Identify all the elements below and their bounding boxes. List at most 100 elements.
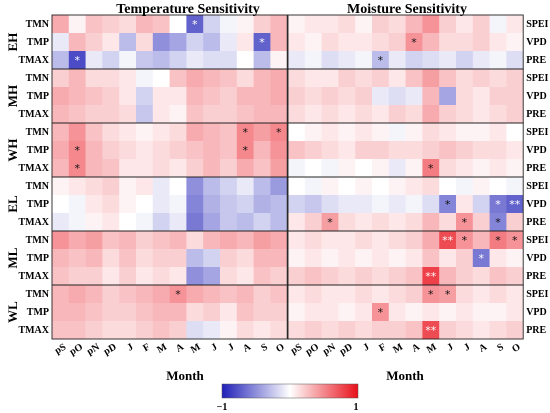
heatmap-cell [85, 303, 103, 322]
heatmap-cell [338, 321, 356, 340]
heatmap-cell [119, 303, 137, 322]
heatmap-cell [220, 87, 238, 106]
heatmap-cell [405, 33, 423, 52]
heatmap-cell [203, 15, 221, 34]
heatmap-cell [372, 15, 390, 34]
heatmap-cell [169, 105, 187, 124]
heatmap-cell [236, 303, 254, 322]
group-label: MH [5, 85, 20, 107]
heatmap-cell [372, 285, 390, 304]
heatmap-cell [186, 141, 204, 160]
significance-mark: * [175, 288, 181, 301]
heatmap-cell [355, 105, 373, 124]
heatmap-cell [169, 123, 187, 142]
heatmap-cell [253, 141, 271, 160]
significance-mark: ** [509, 198, 521, 211]
heatmap-cell [119, 267, 137, 286]
heatmap-cell [52, 51, 70, 70]
heatmap-cell [186, 87, 204, 106]
heatmap-cell [253, 213, 271, 232]
heatmap-cell [236, 231, 254, 250]
heatmap-cell [102, 195, 120, 214]
heatmap-cell [388, 105, 406, 124]
heatmap-cell [372, 123, 390, 142]
heatmap-cell [321, 123, 339, 142]
heatmap-cell [186, 267, 204, 286]
heatmap-cell [136, 213, 154, 232]
heatmap-cell [304, 213, 322, 232]
significance-mark: * [411, 36, 417, 49]
heatmap-cell [52, 249, 70, 268]
heatmap-cell [388, 33, 406, 52]
heatmap-cell [68, 303, 86, 322]
heatmap-cell [472, 159, 490, 178]
heatmap-cell [405, 177, 423, 196]
heatmap-cell [422, 285, 440, 304]
heatmap-cell [506, 33, 524, 52]
heatmap-cell [253, 249, 271, 268]
heatmap-cell [236, 33, 254, 52]
heatmap-cell [388, 123, 406, 142]
heatmap-cell [119, 231, 137, 250]
heatmap-cell [439, 231, 457, 250]
heatmap-cell [405, 285, 423, 304]
row-label: SPEI [526, 73, 548, 84]
heatmap-cell [102, 231, 120, 250]
heatmap-cell [489, 51, 507, 70]
heatmap-cell [85, 123, 103, 142]
heatmap-cell [321, 285, 339, 304]
significance-mark: * [428, 288, 434, 301]
heatmap-cell [136, 15, 154, 34]
heatmap-cell [186, 249, 204, 268]
heatmap-cell [152, 177, 170, 196]
heatmap-cell [472, 249, 490, 268]
significance-mark: * [276, 126, 282, 139]
heatmap-cell [506, 87, 524, 106]
heatmap-cell [68, 87, 86, 106]
heatmap-cell [102, 285, 120, 304]
heatmap-cell [506, 231, 524, 250]
significance-mark: * [445, 198, 451, 211]
heatmap-cell [456, 249, 474, 268]
heatmap-cell [439, 213, 457, 232]
heatmap-cell [304, 15, 322, 34]
heatmap-cell [68, 231, 86, 250]
heatmap-cell [355, 33, 373, 52]
row-label: TMP [27, 37, 49, 48]
heatmap-cell [186, 303, 204, 322]
row-label: TMN [26, 73, 50, 84]
heatmap-cell [372, 87, 390, 106]
heatmap-cell [388, 87, 406, 106]
month-tick-label: M [425, 341, 439, 356]
heatmap-cell [136, 303, 154, 322]
heatmap-cell [236, 105, 254, 124]
heatmap-cell [68, 159, 86, 178]
heatmap-cell [253, 321, 271, 340]
heatmap-cell [169, 51, 187, 70]
heatmap-cell [152, 267, 170, 286]
heatmap-cell [68, 141, 86, 160]
heatmap-cell [169, 159, 187, 178]
heatmap-cell [102, 69, 120, 88]
heatmap-cell [422, 105, 440, 124]
heatmap-cell [489, 303, 507, 322]
heatmap-cell [405, 231, 423, 250]
significance-mark: * [462, 216, 468, 229]
heatmap-cell [203, 159, 221, 178]
group-label: WL [5, 301, 20, 323]
heatmap-cell [506, 321, 524, 340]
heatmap-cell [236, 195, 254, 214]
heatmap-cell [169, 33, 187, 52]
heatmap-cell [52, 69, 70, 88]
heatmap-cell [236, 51, 254, 70]
heatmap-cell [68, 51, 86, 70]
heatmap-cell [338, 159, 356, 178]
heatmap-cell [489, 231, 507, 250]
heatmap-cell [288, 159, 306, 178]
heatmap-cell [152, 285, 170, 304]
heatmap-cell [422, 51, 440, 70]
heatmap-cell [321, 177, 339, 196]
heatmap-cell [270, 105, 288, 124]
heatmap-cell [220, 69, 238, 88]
heatmap-cell [304, 231, 322, 250]
